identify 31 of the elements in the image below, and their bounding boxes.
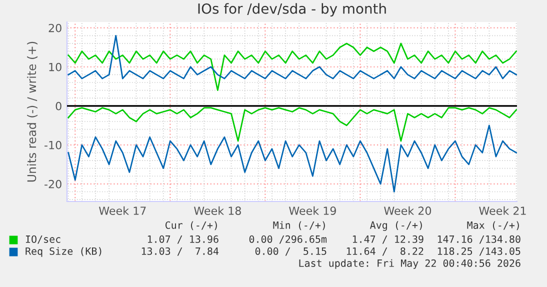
text: 11.64 / 8.22 — [346, 247, 424, 256]
legend-label: IO/sec — [26, 235, 60, 244]
text: 147.16 /134.80 — [438, 235, 520, 244]
text: Cur (-/+) — [165, 221, 217, 230]
x-tick-label: Week 20 — [384, 206, 432, 215]
text: 1.47 / 12.39 — [352, 235, 424, 244]
y-tick-label: -20 — [44, 180, 62, 188]
text: 118.25 /143.05 — [438, 247, 520, 256]
text: 0.00 /296.65m — [249, 235, 327, 244]
text: 0.00 / 5.15 — [255, 247, 326, 256]
line-series — [68, 42, 517, 91]
text: Last update: Fri May 22 00:40:56 2026 — [299, 259, 520, 269]
y-tick-label: -10 — [44, 140, 62, 150]
x-tick-label: Week 19 — [289, 206, 336, 215]
legend-label: Req Size (KB) — [26, 247, 102, 257]
y-tick-label: 20 — [48, 24, 62, 32]
line-series — [68, 124, 517, 192]
text: Min (-/+) — [273, 221, 325, 230]
text: Avg (-/+) — [370, 221, 422, 231]
line-series — [68, 107, 517, 142]
text: 1.07 / 13.96 — [148, 235, 218, 244]
text: 13.03 / 7.84 — [142, 247, 219, 256]
x-tick-label: Week 21 — [479, 206, 526, 215]
y-tick-label: 0 — [56, 102, 62, 110]
y-tick-label: 10 — [49, 62, 62, 72]
text: Max (-/+) — [467, 221, 519, 230]
y-axis-title: Units read (-) / write (+) — [27, 42, 38, 182]
chart-title: IOs for /dev/sda - by month — [198, 3, 386, 17]
line-series — [68, 34, 517, 80]
x-tick-label: Week 18 — [194, 206, 241, 215]
x-tick-label: Week 17 — [98, 206, 146, 215]
